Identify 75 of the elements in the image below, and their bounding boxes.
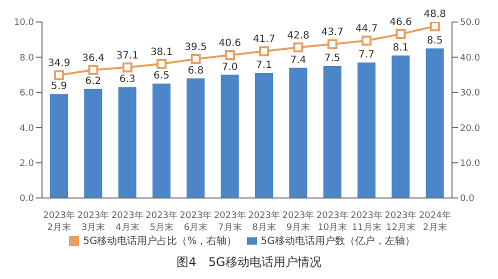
data-label: 5.9: [51, 81, 67, 92]
bar: [426, 48, 444, 198]
data-label: 38.1: [150, 46, 173, 58]
data-label: 41.7: [252, 34, 276, 46]
point: [362, 36, 372, 46]
point: [224, 50, 235, 60]
point: [190, 54, 201, 64]
data-label: 7.4: [290, 54, 306, 66]
x-tick-label: 2023年 3月末: [77, 210, 110, 233]
point: [54, 70, 64, 80]
data-label: 6.5: [154, 70, 170, 82]
y-tick-label: 10.0: [14, 18, 34, 28]
bar: [358, 62, 376, 198]
data-label: 8.1: [392, 42, 409, 54]
text: 图4 5G移动电话用户情况: [176, 254, 322, 271]
y-tick-label: 2.0: [20, 158, 34, 169]
data-label: 7.1: [256, 60, 272, 72]
data-label: 8.5: [426, 35, 443, 46]
bar: [118, 87, 136, 198]
x-tick-label: 2023年 4月末: [111, 210, 144, 233]
bar: [50, 94, 68, 198]
data-label: 44.7: [355, 24, 378, 35]
x-tick-label: 2023年 7月末: [214, 210, 246, 233]
point: [122, 62, 132, 72]
bar: [84, 88, 102, 198]
point: [327, 39, 338, 50]
y2-tick-label: 20.0: [460, 124, 480, 134]
data-label: 34.9: [48, 58, 70, 70]
data-label: 6.8: [188, 65, 204, 76]
y2-tick-label: 30.0: [460, 88, 480, 99]
point: [156, 58, 167, 69]
data-label: 40.6: [218, 38, 242, 50]
x-tick-label: 2023年 11月末: [350, 210, 383, 233]
bar: [255, 73, 273, 198]
data-label: 42.8: [287, 30, 310, 42]
x-tick-label: 2023年 10月末: [316, 210, 348, 233]
y-tick-label: 8.0: [20, 53, 34, 64]
point: [293, 42, 304, 52]
bar: [152, 84, 170, 198]
data-label: 46.6: [390, 16, 412, 28]
x-tick-label: 2023年 5月末: [146, 210, 178, 233]
data-label: 36.4: [82, 52, 104, 64]
legend-label: 5G移动电话用户数（亿户，左轴）: [260, 236, 415, 247]
bar: [289, 68, 308, 198]
bar: [220, 74, 239, 198]
x-tick-label: 2023年 9月末: [282, 210, 314, 233]
bar: [186, 78, 205, 198]
bar: [323, 66, 342, 198]
x-tick-label: 2023年 2月末: [43, 210, 76, 233]
y-tick-label: 0.0: [20, 194, 34, 204]
y2-tick-label: 10.0: [460, 158, 480, 169]
x-tick-label: 2023年 12月末: [384, 210, 417, 233]
data-label: 39.5: [184, 42, 207, 53]
x-tick-label: 2023年 8月末: [248, 210, 280, 233]
y2-tick-label: 50.0: [460, 18, 480, 28]
y-tick-label: 4.0: [20, 124, 34, 134]
legend-label: 5G移动电话用户占比（%，右轴）: [83, 236, 237, 247]
y2-tick-label: 0.0: [460, 194, 475, 204]
data-label: 7.5: [324, 53, 340, 64]
bar: [392, 55, 410, 198]
x-tick-label: 2023年 6月末: [180, 210, 212, 233]
y2-tick-label: 40.0: [460, 53, 480, 64]
data-label: 7.0: [222, 62, 238, 73]
point: [259, 46, 270, 56]
x-tick-label: 2024年 2月末: [418, 210, 451, 233]
data-label: 48.8: [424, 9, 446, 20]
data-label: 7.7: [358, 49, 374, 60]
point: [88, 64, 98, 75]
data-label: 43.7: [321, 27, 344, 38]
y-tick-label: 6.0: [20, 88, 34, 99]
point: [430, 22, 440, 32]
data-label: 37.1: [116, 50, 139, 62]
data-label: 6.3: [119, 74, 136, 86]
data-label: 6.2: [85, 76, 102, 87]
point: [396, 28, 406, 39]
